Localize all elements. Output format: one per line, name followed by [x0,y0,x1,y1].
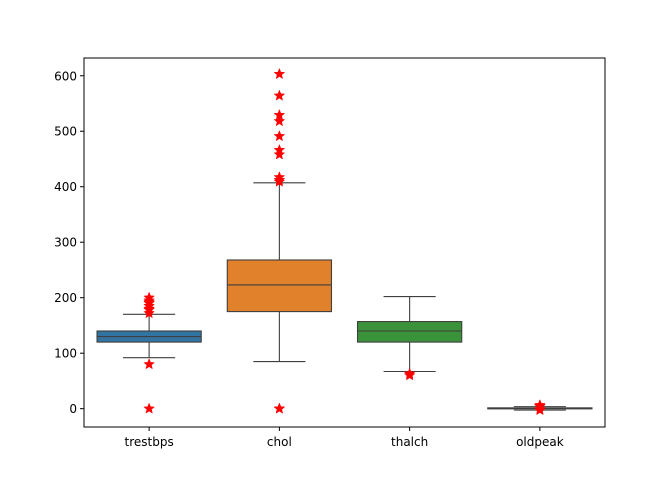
y-tick-label: 400 [54,180,77,194]
y-axis: 0 100 200 300 400 500 600 [54,69,84,416]
y-tick-label: 300 [54,236,77,250]
outlier-point [273,143,286,156]
x-axis: trestbps chol thalch oldpeak [125,427,564,449]
box-trestbps [96,291,202,414]
outlier-point [273,130,286,142]
box-chol [226,67,333,414]
box-thalch [356,296,463,381]
y-tick-label: 500 [54,125,77,139]
iqr-box-thalch [356,321,463,343]
outlier-point [273,115,286,127]
outlier-point [143,291,156,303]
outlier-point [273,108,286,121]
x-tick-label: trestbps [125,435,174,449]
outlier-point [533,399,546,411]
y-tick-label: 100 [54,347,77,361]
y-tick-label: 0 [69,402,77,416]
x-tick-label: chol [267,435,292,449]
x-tick-label: oldpeak [516,435,564,449]
outlier-point [403,367,416,379]
y-tick-label: 600 [54,69,77,83]
box-oldpeak [487,399,593,416]
outlier-point [273,89,286,101]
y-tick-label: 200 [54,291,77,305]
outlier-point [273,402,286,414]
outlier-point [273,148,286,160]
outlier-point [143,307,156,319]
x-tick-label: thalch [391,435,428,449]
outlier-point [143,358,156,370]
outlier-point [273,171,286,183]
outlier-point [143,402,156,414]
outlier-point [273,67,286,80]
iqr-box-chol [226,259,333,313]
plot-area [96,67,593,416]
axes-frame [83,57,606,428]
